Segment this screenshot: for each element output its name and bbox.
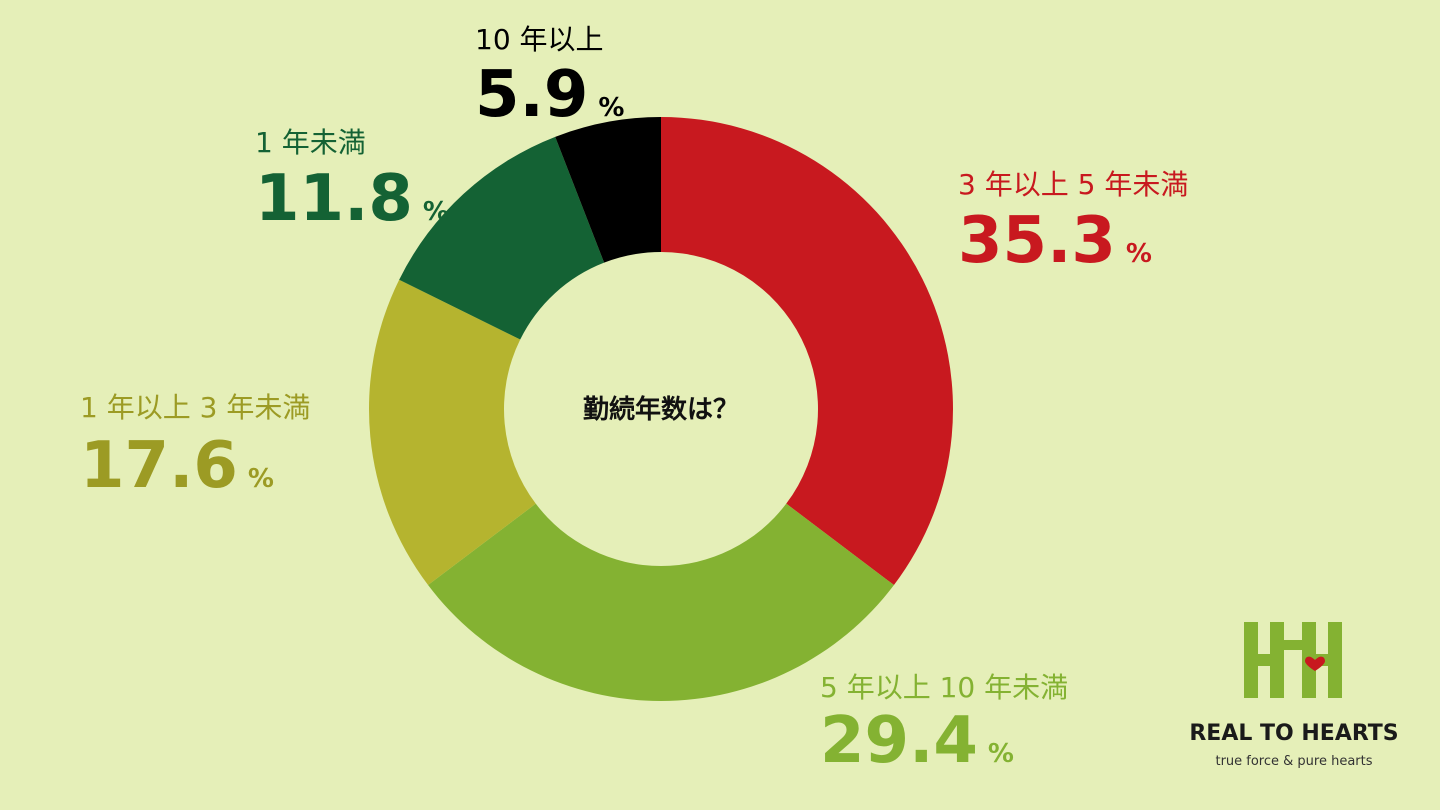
slice-unit: % — [598, 93, 624, 123]
slice — [661, 117, 953, 586]
slice-unit: % — [423, 197, 449, 227]
slice-unit: % — [988, 739, 1014, 769]
slice — [399, 136, 605, 340]
center-label: 勤続年数は？ — [583, 394, 739, 425]
slice-value: 5.9 — [475, 58, 588, 132]
slice-unit: % — [1126, 239, 1152, 269]
slice — [428, 503, 894, 701]
slice — [555, 117, 661, 263]
slice — [369, 279, 536, 586]
slice-category: 1 年未満 — [255, 126, 366, 159]
logo — [1244, 622, 1342, 698]
slice-value: 35.3 — [958, 204, 1116, 278]
slice-value: 17.6 — [80, 429, 238, 503]
brand-name: REAL TO HEARTS — [1189, 721, 1398, 746]
slice-value: 29.4 — [820, 704, 978, 778]
slice-value: 11.8 — [255, 162, 413, 236]
brand-tagline: true force & pure hearts — [1215, 754, 1372, 769]
slice-category: 1 年以上 3 年未満 — [80, 391, 310, 424]
slice-category: 10 年以上 — [475, 23, 604, 56]
slice-category: 5 年以上 10 年未満 — [820, 671, 1068, 704]
slice-unit: % — [248, 464, 274, 494]
slice-category: 3 年以上 5 年未満 — [958, 168, 1188, 201]
